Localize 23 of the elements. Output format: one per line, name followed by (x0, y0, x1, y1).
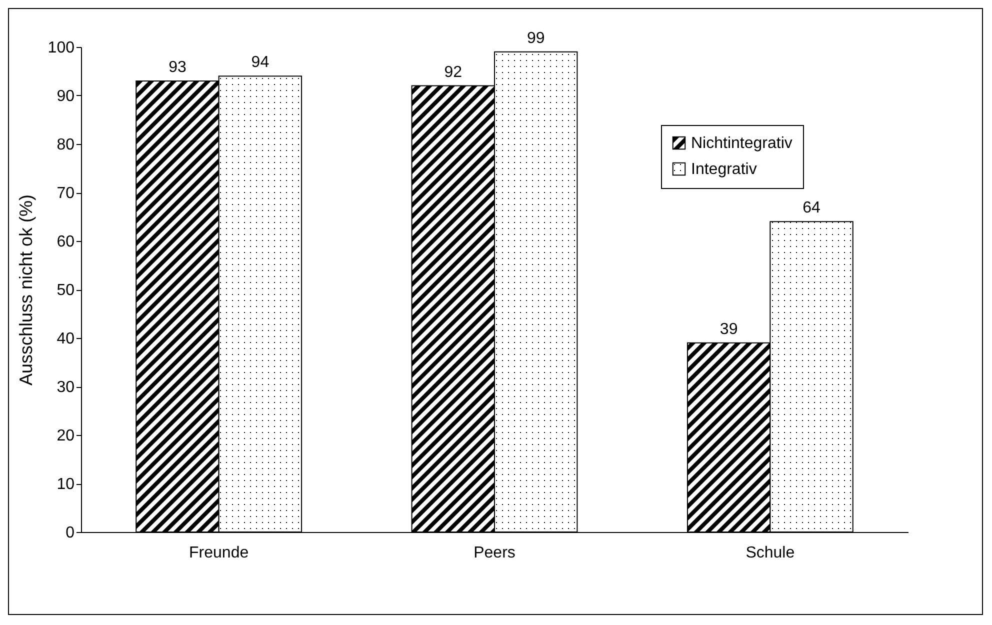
y-tick-label: 90 (56, 88, 75, 105)
y-tick-label: 70 (56, 185, 75, 202)
data-label: 93 (168, 58, 186, 76)
data-label: 94 (251, 54, 270, 72)
y-axis-title: Ausschluss nicht ok (%) (16, 194, 36, 386)
y-tick-label: 10 (56, 476, 75, 493)
x-tick-label: Freunde (189, 544, 249, 562)
y-tick-label: 100 (48, 40, 75, 56)
data-label: 92 (444, 64, 462, 81)
data-label: 64 (802, 200, 821, 217)
y-tick-label: 30 (56, 379, 75, 396)
x-tick-label: Peers (474, 544, 516, 562)
x-tick-label: Schule (746, 544, 795, 562)
y-tick-label: 20 (56, 428, 75, 444)
data-label: 99 (526, 30, 545, 47)
y-tick-label: 0 (66, 524, 75, 542)
legend-label: Integrativ (691, 161, 757, 178)
y-tick-label: 40 (56, 330, 75, 348)
data-label: 39 (720, 320, 738, 338)
legend-label: Nichtintegrativ (691, 135, 792, 152)
y-tick-label: 60 (56, 234, 75, 250)
y-tick-label: 50 (56, 282, 75, 299)
y-tick-label: 80 (56, 136, 75, 154)
